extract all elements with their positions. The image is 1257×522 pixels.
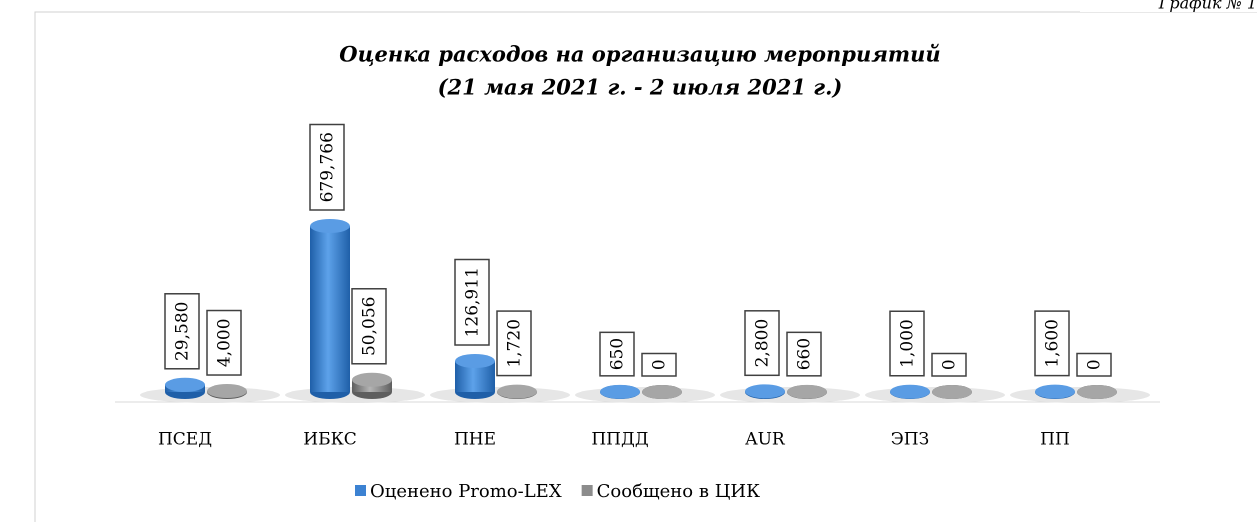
data-label-box <box>1076 352 1112 377</box>
data-label: 679,766 <box>318 132 338 202</box>
bar <box>745 384 785 399</box>
bar-top <box>497 384 537 399</box>
bar-top <box>642 385 682 399</box>
data-label-box <box>206 309 242 376</box>
caption: График № 1 <box>1158 0 1257 13</box>
bar-top <box>890 384 930 399</box>
chart-subtitle: (21 мая 2021 г. - 2 июля 2021 г.) <box>438 75 843 100</box>
legend-swatch <box>355 485 366 496</box>
bar-body <box>310 226 350 392</box>
legend-label: Сообщено в ЦИК <box>597 481 760 502</box>
data-label-box <box>889 310 925 377</box>
data-label-box <box>309 123 345 211</box>
bar-top <box>1077 385 1117 399</box>
legend-swatch <box>581 485 593 496</box>
data-label-box <box>351 288 387 365</box>
x-tick-label: ЭПЗ <box>891 430 929 450</box>
bar-top <box>787 384 827 399</box>
bar-top <box>455 354 495 369</box>
data-label: 1,000 <box>898 319 918 368</box>
bar-top <box>1035 384 1075 399</box>
bar <box>932 385 972 399</box>
x-tick-label: ПСЕД <box>158 430 212 450</box>
bar <box>352 372 392 399</box>
bar-top <box>207 384 247 399</box>
data-label: 126,911 <box>463 267 483 337</box>
bar-top <box>310 219 350 233</box>
data-label: 0 <box>650 359 670 370</box>
chart-border <box>34 11 1257 522</box>
x-tick-label: ПНЕ <box>454 430 496 450</box>
data-label-box <box>744 310 780 377</box>
data-label-box <box>496 310 532 377</box>
data-label-box <box>1034 310 1070 377</box>
data-label: 0 <box>1085 359 1105 370</box>
bar <box>455 354 495 399</box>
bar <box>787 384 827 399</box>
data-label: 50,056 <box>360 297 380 356</box>
bar <box>207 384 247 399</box>
data-label-box <box>454 258 490 346</box>
data-label: 0 <box>940 359 960 370</box>
x-tick-label: AUR <box>744 430 786 450</box>
bar <box>497 384 537 399</box>
bar <box>890 384 930 399</box>
data-label-box <box>641 352 677 377</box>
bar <box>642 385 682 399</box>
bar-top <box>745 384 785 399</box>
data-label-box <box>786 331 822 377</box>
data-label-box <box>931 352 967 377</box>
bar <box>310 219 350 399</box>
data-label-box <box>164 293 200 370</box>
bar <box>600 384 640 399</box>
data-label: 2,800 <box>753 319 773 368</box>
bar-top <box>932 385 972 399</box>
x-tick-label: ИБКС <box>303 430 356 450</box>
bar <box>1035 384 1075 399</box>
data-label: 29,580 <box>173 302 193 361</box>
x-tick-label: ПП <box>1040 430 1070 450</box>
data-label-box <box>599 331 635 377</box>
bar <box>1077 385 1117 399</box>
bar-top <box>352 372 392 387</box>
caption-bg <box>1080 0 1257 12</box>
data-label: 1,600 <box>1043 319 1063 368</box>
data-label: 650 <box>608 338 628 370</box>
legend-label: Оценено Promo-LEX <box>370 481 562 502</box>
bar <box>165 377 205 399</box>
bar-top <box>165 377 205 392</box>
data-label: 1,720 <box>505 319 525 368</box>
bar-top <box>600 384 640 399</box>
chart-title: Оценка расходов на организацию мероприят… <box>339 42 940 67</box>
x-tick-label: ППДД <box>591 430 648 450</box>
data-label: 660 <box>795 338 815 370</box>
data-label: 4,000 <box>215 318 235 367</box>
